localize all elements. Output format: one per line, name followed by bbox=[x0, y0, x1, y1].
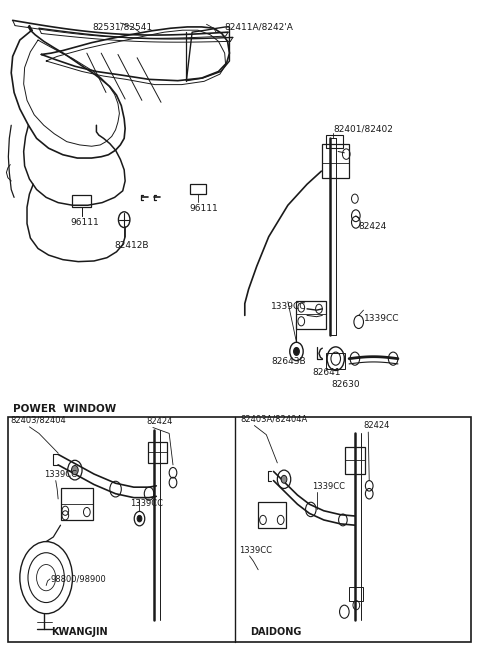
Circle shape bbox=[137, 515, 142, 522]
Bar bbox=[8, 417, 471, 642]
Bar bbox=[326, 135, 343, 148]
Circle shape bbox=[294, 348, 300, 355]
Text: 82424: 82424 bbox=[363, 421, 390, 430]
Text: 82641: 82641 bbox=[312, 368, 340, 377]
Circle shape bbox=[281, 476, 287, 484]
Text: 1339CC: 1339CC bbox=[312, 482, 345, 491]
Text: 1339CC: 1339CC bbox=[364, 314, 400, 323]
Circle shape bbox=[72, 466, 78, 475]
Text: 96111: 96111 bbox=[70, 218, 99, 227]
Bar bbox=[72, 194, 91, 206]
Text: KWANGJIN: KWANGJIN bbox=[51, 627, 108, 637]
Bar bbox=[323, 144, 348, 177]
Text: 98800/98900: 98800/98900 bbox=[51, 574, 107, 583]
Text: 82403A/82404A: 82403A/82404A bbox=[240, 415, 307, 424]
Text: 96111: 96111 bbox=[190, 204, 218, 213]
Bar bbox=[345, 447, 365, 474]
Text: 1339CC: 1339CC bbox=[240, 546, 273, 555]
Text: 1339CC: 1339CC bbox=[271, 302, 307, 311]
Bar bbox=[297, 301, 326, 328]
Text: 82403/82404: 82403/82404 bbox=[10, 416, 66, 425]
Text: POWER  WINDOW: POWER WINDOW bbox=[12, 404, 116, 414]
Bar bbox=[349, 587, 363, 600]
Bar bbox=[148, 442, 167, 463]
Text: DAIDONG: DAIDONG bbox=[250, 627, 301, 637]
Text: 82630: 82630 bbox=[331, 380, 360, 389]
Text: 1339CC: 1339CC bbox=[44, 470, 77, 480]
Bar bbox=[326, 353, 345, 369]
Text: 82424: 82424 bbox=[147, 417, 173, 426]
Text: 82424: 82424 bbox=[359, 222, 387, 231]
Text: 82412B: 82412B bbox=[115, 240, 149, 250]
Text: 82643B: 82643B bbox=[271, 357, 306, 367]
Text: 82401/82402: 82401/82402 bbox=[333, 124, 393, 133]
Bar bbox=[258, 502, 286, 528]
Bar bbox=[60, 488, 93, 520]
Text: 1339CC: 1339CC bbox=[130, 499, 163, 508]
Text: 82531/82541: 82531/82541 bbox=[93, 22, 153, 32]
Text: 82411A/8242'A: 82411A/8242'A bbox=[225, 22, 294, 32]
Bar bbox=[190, 183, 206, 194]
